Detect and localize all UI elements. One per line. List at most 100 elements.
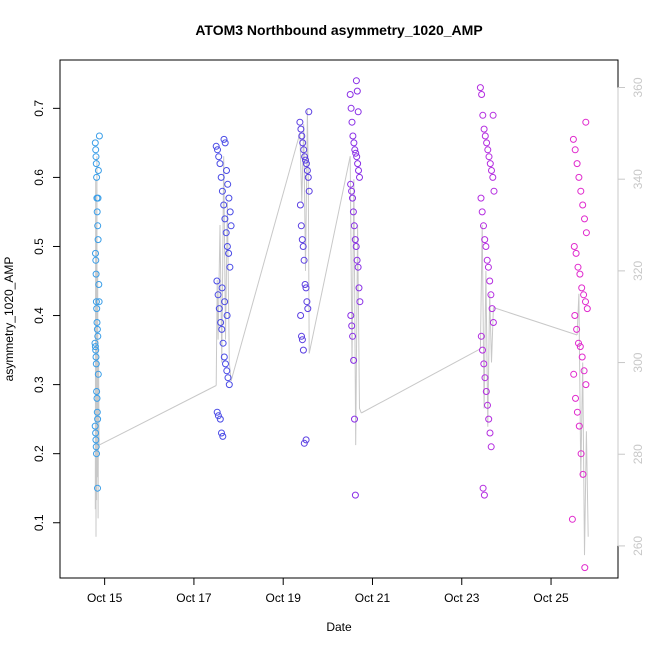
y-tick-label: 0.2 (32, 445, 46, 462)
data-point (225, 249, 233, 257)
data-point (220, 201, 228, 209)
data-point (92, 160, 100, 168)
data-point (221, 298, 229, 306)
data-point (347, 104, 355, 112)
data-point (92, 146, 100, 154)
data-point (352, 77, 360, 85)
data-point (297, 312, 305, 319)
data-point (477, 332, 485, 340)
data-point (356, 173, 363, 181)
data-point (355, 284, 363, 292)
data-point (578, 353, 586, 361)
data-point (489, 319, 497, 326)
data-point (214, 291, 222, 299)
data-point (94, 167, 102, 174)
data-point (93, 408, 101, 416)
data-point (580, 291, 588, 299)
data-point (354, 108, 362, 116)
data-point (347, 180, 355, 188)
data-point (484, 401, 491, 409)
data-point (298, 236, 306, 244)
data-point (219, 432, 227, 440)
data-point (225, 194, 233, 202)
data-point (582, 381, 590, 389)
plot-frame (59, 59, 619, 579)
data-point (349, 332, 357, 340)
data-point (478, 208, 486, 216)
x-tick-label: Oct 21 (355, 591, 391, 605)
data-point (222, 360, 229, 368)
x-axis: Oct 15 Oct 17 Oct 19 Oct 21 Oct 23 Oct 25 (87, 577, 569, 605)
y-tick-label: 0.1 (32, 514, 46, 531)
data-point (478, 91, 486, 98)
data-point (92, 429, 100, 437)
data-point (303, 167, 311, 174)
secondary-trace-segment (576, 293, 589, 556)
data-point (351, 146, 359, 154)
data-point (95, 281, 103, 288)
data-point (479, 346, 486, 354)
data-point (568, 515, 576, 523)
y-axis-left: 0.1 0.2 0.3 0.4 0.5 0.6 0.7 (32, 100, 61, 531)
data-point (213, 408, 221, 416)
data-point (346, 91, 354, 98)
data-point (216, 415, 224, 423)
data-point (353, 256, 361, 264)
data-point (93, 208, 101, 216)
data-point (221, 139, 229, 147)
data-point (349, 208, 357, 216)
data-point (94, 332, 102, 340)
data-point (481, 132, 489, 140)
data-point (349, 132, 357, 140)
x-axis-label: Date (326, 620, 352, 634)
data-point (216, 160, 224, 168)
data-point (223, 243, 231, 250)
data-point (223, 167, 230, 174)
data-point (348, 322, 356, 330)
data-point (582, 118, 590, 126)
x-tick-label: Oct 19 (266, 591, 302, 605)
data-point (221, 215, 229, 223)
data-point (480, 360, 488, 368)
data-point (301, 281, 309, 288)
data-point (93, 305, 101, 313)
data-point (351, 415, 358, 423)
data-point (297, 125, 305, 133)
data-point (92, 353, 100, 361)
data-point (302, 156, 309, 164)
x-tick-label: Oct 25 (533, 591, 569, 605)
data-point (305, 187, 313, 195)
data-point (93, 394, 101, 402)
data-point (578, 284, 586, 292)
data-point (484, 263, 492, 271)
data-point (571, 146, 579, 154)
data-point (93, 450, 100, 458)
data-point (94, 484, 101, 492)
data-point (484, 146, 492, 154)
data-point (300, 439, 308, 447)
data-point (93, 319, 101, 326)
data-point (485, 153, 493, 161)
data-point (573, 325, 581, 333)
data-point (349, 194, 356, 202)
data-point (489, 173, 497, 181)
data-point (94, 415, 102, 423)
data-point (223, 312, 231, 319)
data-point (352, 149, 360, 157)
data-point (483, 139, 491, 147)
data-point (92, 436, 100, 444)
data-point (299, 243, 307, 250)
y2-tick-label: 300 (631, 352, 645, 372)
data-point (353, 153, 361, 161)
data-point (300, 146, 308, 154)
secondary-trace-segment (215, 156, 232, 386)
data-point (576, 343, 584, 351)
data-point (93, 325, 101, 333)
data-point (217, 173, 225, 181)
chart-title: ATOM3 Northbound asymmetry_1020_AMP (195, 22, 482, 38)
data-point (296, 201, 304, 209)
secondary-trace-layer (94, 110, 589, 556)
y2-tick-label: 360 (631, 77, 645, 97)
data-point (480, 222, 487, 230)
